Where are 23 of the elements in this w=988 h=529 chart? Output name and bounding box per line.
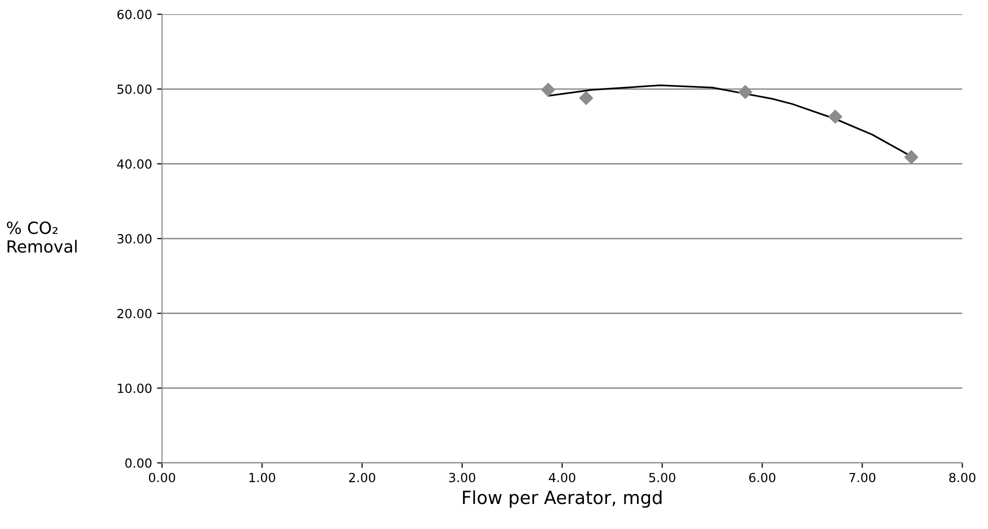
point — [738, 85, 752, 99]
y-tick-label: 30.00 — [117, 234, 152, 244]
point — [904, 150, 918, 164]
x-tick-label: 7.00 — [849, 472, 876, 482]
x-tick-label: 6.00 — [749, 472, 776, 482]
x-tick-label: 5.00 — [649, 472, 676, 482]
x-tick-label: 4.00 — [548, 472, 576, 482]
y-tick-label: 60.00 — [117, 10, 152, 20]
x-tick-label: 8.00 — [949, 472, 976, 482]
y-tick-label: 10.00 — [118, 384, 152, 394]
y-tick-label: 20.00 — [117, 308, 152, 318]
point — [828, 110, 842, 124]
y-tick-label: 50.00 — [117, 84, 152, 94]
y-axis-title: % CO₂ Removal — [6, 221, 77, 253]
point — [541, 82, 556, 97]
x-tick-label: 1.00 — [250, 472, 276, 482]
point — [579, 91, 594, 105]
y-tick-label: 40.00 — [117, 159, 152, 169]
x-tick-label: 0.00 — [148, 472, 176, 482]
x-axis-title: Flow per Aerator, mgd — [463, 490, 662, 508]
y-tick-label: 0.00 — [125, 458, 152, 468]
x-tick-label: 2.00 — [349, 472, 376, 482]
x-tick-label: 3.00 — [449, 472, 476, 482]
